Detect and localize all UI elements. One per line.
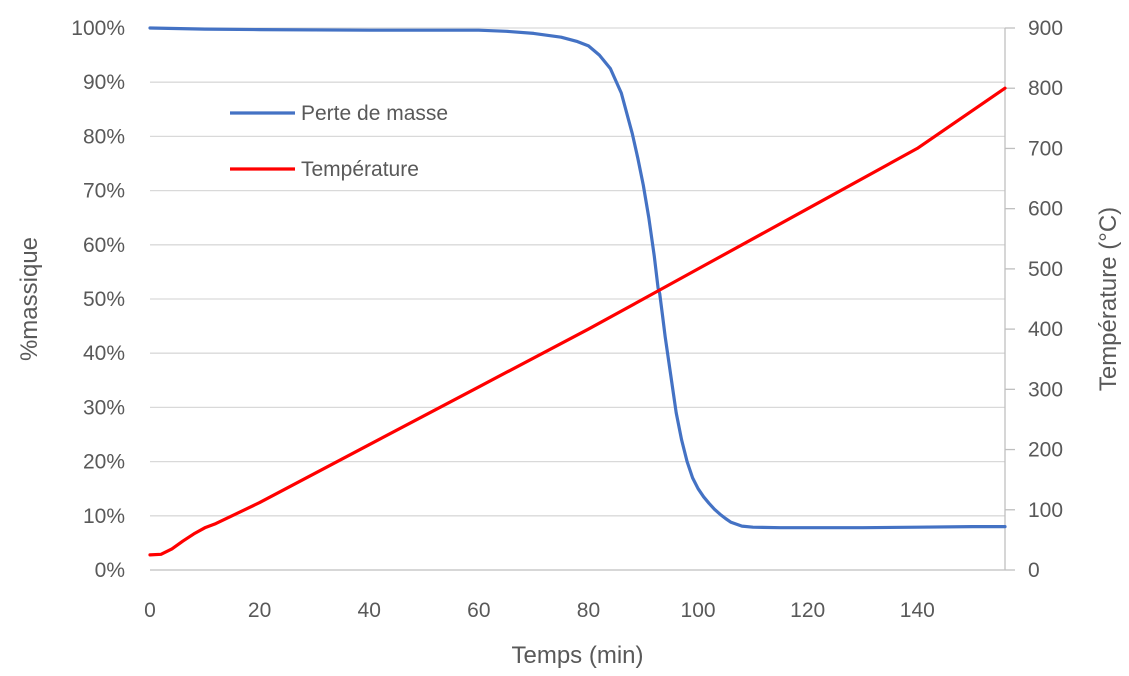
x-tick-label: 80: [577, 599, 600, 622]
y-right-tick-label: 500: [1028, 258, 1063, 281]
x-tick-label: 40: [358, 599, 381, 622]
y-left-tick-label: 50%: [83, 288, 125, 311]
y-left-tick-label: 60%: [83, 234, 125, 257]
gridlines: [150, 27, 1005, 517]
y-left-tick-label: 100%: [71, 17, 125, 40]
y-right-axis-title: Température (°C): [1095, 207, 1122, 391]
y-right-tick-label: 600: [1028, 198, 1063, 221]
x-axis-title: Temps (min): [511, 642, 643, 669]
legend-label: Température: [301, 158, 419, 181]
y-left-tick-label: 10%: [83, 505, 125, 528]
y-right-tick-label: 900: [1028, 17, 1063, 40]
series-lines: [148, 26, 1007, 557]
legend: Perte de masse Température: [230, 102, 448, 181]
legend-label: Perte de masse: [301, 102, 448, 125]
y-left-tick-label: 80%: [83, 125, 125, 148]
y-right-tick-label: 800: [1028, 77, 1063, 100]
y-right-tick-label: 0: [1028, 559, 1040, 582]
mass-loss-series-line: [148, 26, 1007, 530]
y-right-tick-label: 100: [1028, 499, 1063, 522]
x-tick-label: 140: [900, 599, 935, 622]
x-tick-label: 20: [248, 599, 271, 622]
y-left-tick-label: 40%: [83, 342, 125, 365]
y-left-tick-label: 70%: [83, 180, 125, 203]
axis-titles: Temps (min) %massique Température (°C): [16, 207, 1122, 669]
x-tick-label: 60: [467, 599, 490, 622]
x-tick-label: 100: [681, 599, 716, 622]
y-right-tick-label: 300: [1028, 378, 1063, 401]
y-right-tick-label: 200: [1028, 439, 1063, 462]
y-left-tick-label: 20%: [83, 451, 125, 474]
temperature-series-line: [148, 86, 1007, 557]
y-left-tick-label: 90%: [83, 71, 125, 94]
y-right-tick-label: 400: [1028, 318, 1063, 341]
y-right-tick-label: 700: [1028, 137, 1063, 160]
x-tick-label: 0: [144, 599, 156, 622]
y-left-axis-title: %massique: [16, 237, 43, 361]
x-tick-label: 120: [790, 599, 825, 622]
y-left-tick-label: 30%: [83, 396, 125, 419]
axes: 01002003004005006007008009000%10%20%30%4…: [71, 17, 1063, 622]
y-left-tick-label: 0%: [95, 559, 125, 582]
